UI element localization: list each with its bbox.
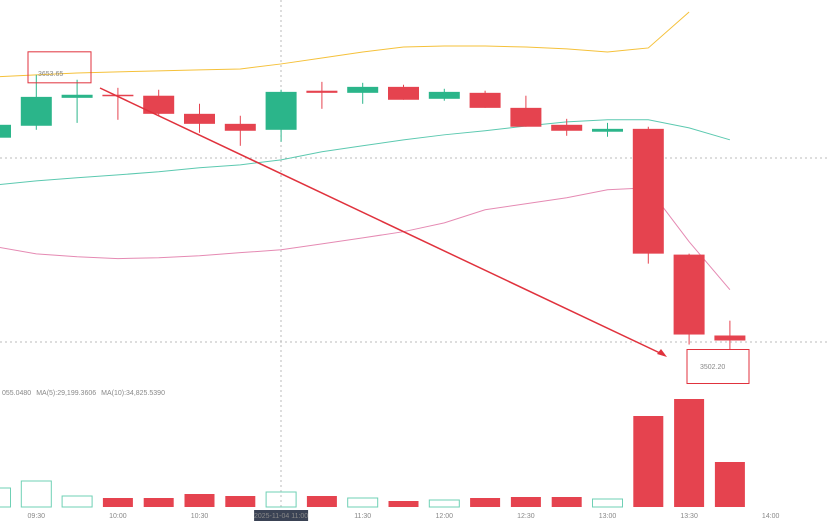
x-tick-label: 14:00 bbox=[762, 513, 780, 520]
x-tick-label: 10:00 bbox=[109, 513, 127, 520]
x-tick-label: 10:30 bbox=[191, 513, 209, 520]
candle-body bbox=[143, 95, 175, 114]
volume-legend: 055.0480 bbox=[2, 390, 31, 397]
price-label-box bbox=[686, 349, 750, 385]
candle-body bbox=[61, 94, 93, 98]
x-label-highlight bbox=[254, 510, 309, 521]
volume-bar bbox=[225, 496, 256, 507]
candle-body bbox=[714, 335, 746, 341]
volume-bar bbox=[428, 499, 460, 508]
volume-bar bbox=[184, 494, 215, 507]
volume-bar bbox=[470, 498, 501, 507]
volume-bar bbox=[0, 487, 11, 508]
volume-bar bbox=[592, 498, 623, 508]
x-tick-label: 11:30 bbox=[354, 513, 371, 520]
x-tick-label: 13:30 bbox=[680, 513, 698, 520]
candle-body bbox=[224, 123, 256, 131]
candle-body bbox=[306, 90, 338, 93]
trend-arrow bbox=[99, 87, 663, 355]
overlay-line bbox=[0, 119, 731, 185]
volume-bar bbox=[347, 497, 379, 508]
volume-bar bbox=[551, 497, 582, 507]
candle-body bbox=[510, 107, 542, 127]
x-tick-label: 12:00 bbox=[436, 513, 454, 520]
volume-bar bbox=[143, 498, 174, 507]
candle-body bbox=[347, 86, 379, 93]
candle-body bbox=[102, 94, 134, 97]
x-tick-label: 2025-11-04 11:00 bbox=[254, 513, 308, 520]
volume-bar bbox=[674, 399, 705, 507]
x-tick-label: 12:30 bbox=[517, 513, 535, 520]
candle-body bbox=[184, 113, 215, 124]
volume-legend: MA(10):34,825.5390 bbox=[101, 390, 165, 397]
volume-bar bbox=[20, 480, 52, 508]
candle-body bbox=[388, 86, 419, 100]
candle-body bbox=[0, 124, 11, 138]
candle-body bbox=[469, 92, 501, 108]
volume-bar bbox=[388, 501, 419, 507]
volume-bar bbox=[102, 498, 133, 507]
candle-body bbox=[673, 254, 705, 335]
candle-body bbox=[632, 128, 664, 254]
price-label: 3653.65 bbox=[38, 71, 63, 78]
volume-bar bbox=[306, 496, 337, 507]
overlay-line bbox=[0, 187, 731, 290]
candle-body bbox=[592, 128, 623, 132]
price-label-box bbox=[27, 51, 92, 84]
volume-bar bbox=[61, 495, 93, 508]
x-tick-label: 09:30 bbox=[28, 513, 46, 520]
volume-bar bbox=[510, 497, 541, 507]
arrow-head bbox=[657, 349, 667, 357]
volume-bar bbox=[633, 416, 664, 507]
volume-bar bbox=[714, 462, 745, 507]
candle-body bbox=[20, 96, 52, 126]
volume-bar bbox=[265, 491, 297, 508]
overlay-line bbox=[0, 11, 690, 78]
x-tick-label: 13:00 bbox=[599, 513, 617, 520]
candle-body bbox=[428, 91, 460, 99]
volume-legend: MA(5):29,199.3606 bbox=[36, 390, 96, 397]
candle-body bbox=[265, 91, 297, 130]
candle-body bbox=[551, 124, 583, 131]
price-label: 3502.20 bbox=[700, 364, 725, 371]
